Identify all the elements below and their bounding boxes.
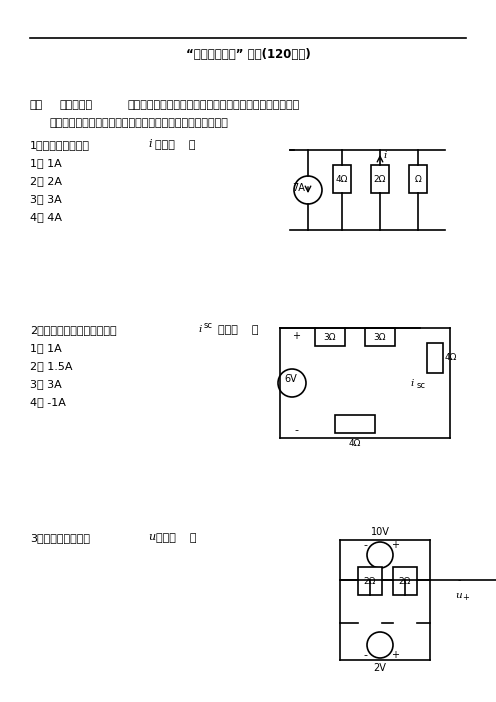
Text: -: - [458,575,461,585]
Text: -: - [363,650,367,660]
Text: 一、: 一、 [30,100,43,110]
Text: i: i [410,378,413,388]
Text: Ω: Ω [415,176,422,185]
Text: +: + [292,331,300,341]
Text: “电路分析基础” 试题(120分钟): “电路分析基础” 试题(120分钟) [186,48,310,62]
Text: u: u [148,532,155,542]
Text: u: u [455,590,462,600]
Bar [358,567,382,595]
Text: 4Ω: 4Ω [336,176,348,185]
Bar [315,328,345,346]
Text: +: + [391,650,399,660]
Bar [427,343,443,373]
Bar [333,165,351,193]
Text: 2Ω: 2Ω [364,576,376,585]
Bar [393,567,417,595]
Text: 2） 2A: 2） 2A [30,176,62,186]
Text: 7A: 7A [292,183,305,193]
Text: 等于（    ）: 等于（ ） [155,140,195,150]
Text: 4Ω: 4Ω [445,354,457,362]
Text: 4） 4A: 4） 4A [30,212,62,222]
Text: 2、图示单口网络的短路电流: 2、图示单口网络的短路电流 [30,325,117,335]
Text: i: i [198,324,201,333]
Text: 2） 1.5A: 2） 1.5A [30,361,72,371]
Text: 等于（    ）: 等于（ ） [156,533,196,543]
Bar [365,328,395,346]
Bar [409,165,427,193]
Text: 3） 3A: 3） 3A [30,194,62,204]
Text: +: + [462,592,469,602]
Text: 2V: 2V [373,663,386,673]
Text: -: - [363,540,367,550]
Text: 3） 3A: 3） 3A [30,379,62,389]
Text: +: + [391,540,399,550]
Text: 3Ω: 3Ω [324,333,336,341]
Text: sc: sc [417,380,426,390]
Text: 3Ω: 3Ω [374,333,386,341]
Text: 2Ω: 2Ω [399,576,411,585]
Text: 2Ω: 2Ω [374,176,386,185]
Text: 10V: 10V [371,527,389,537]
Text: sc: sc [204,321,213,330]
Text: 4） -1A: 4） -1A [30,397,66,407]
Text: 1、图示电路中电流: 1、图示电路中电流 [30,140,90,150]
Text: 正确答案的号码填入提子的括号内。每小题２分，共４０分）: 正确答案的号码填入提子的括号内。每小题２分，共４０分） [50,118,229,128]
Text: i: i [148,139,151,149]
Text: 4Ω: 4Ω [349,439,361,447]
Text: -: - [294,425,298,435]
Text: 1） 1A: 1） 1A [30,343,62,353]
Text: 1） 1A: 1） 1A [30,158,62,168]
Text: 单项选择题: 单项选择题 [60,100,93,110]
Text: 等于（    ）: 等于（ ） [218,325,258,335]
Text: （在每个小题的四个备选答案中，选出一个正确答案，并将: （在每个小题的四个备选答案中，选出一个正确答案，并将 [127,100,299,110]
Text: 6V: 6V [284,374,297,384]
Bar [335,415,375,433]
Text: 3、图示电路中电压: 3、图示电路中电压 [30,533,90,543]
Bar [371,165,389,193]
Text: i: i [383,150,386,159]
